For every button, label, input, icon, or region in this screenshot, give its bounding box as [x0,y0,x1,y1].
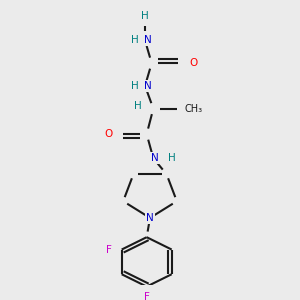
Text: O: O [189,58,197,68]
Text: CH₃: CH₃ [184,103,202,114]
Text: H: H [130,81,138,91]
Text: H: H [168,153,176,163]
Text: H: H [134,101,142,111]
Text: F: F [144,292,150,300]
Text: O: O [104,129,113,139]
Text: N: N [145,35,152,45]
Text: N: N [151,153,159,163]
Text: H: H [130,35,138,45]
Text: H: H [141,11,149,21]
Text: N: N [146,213,154,223]
Text: F: F [106,244,112,254]
Text: N: N [145,81,152,91]
